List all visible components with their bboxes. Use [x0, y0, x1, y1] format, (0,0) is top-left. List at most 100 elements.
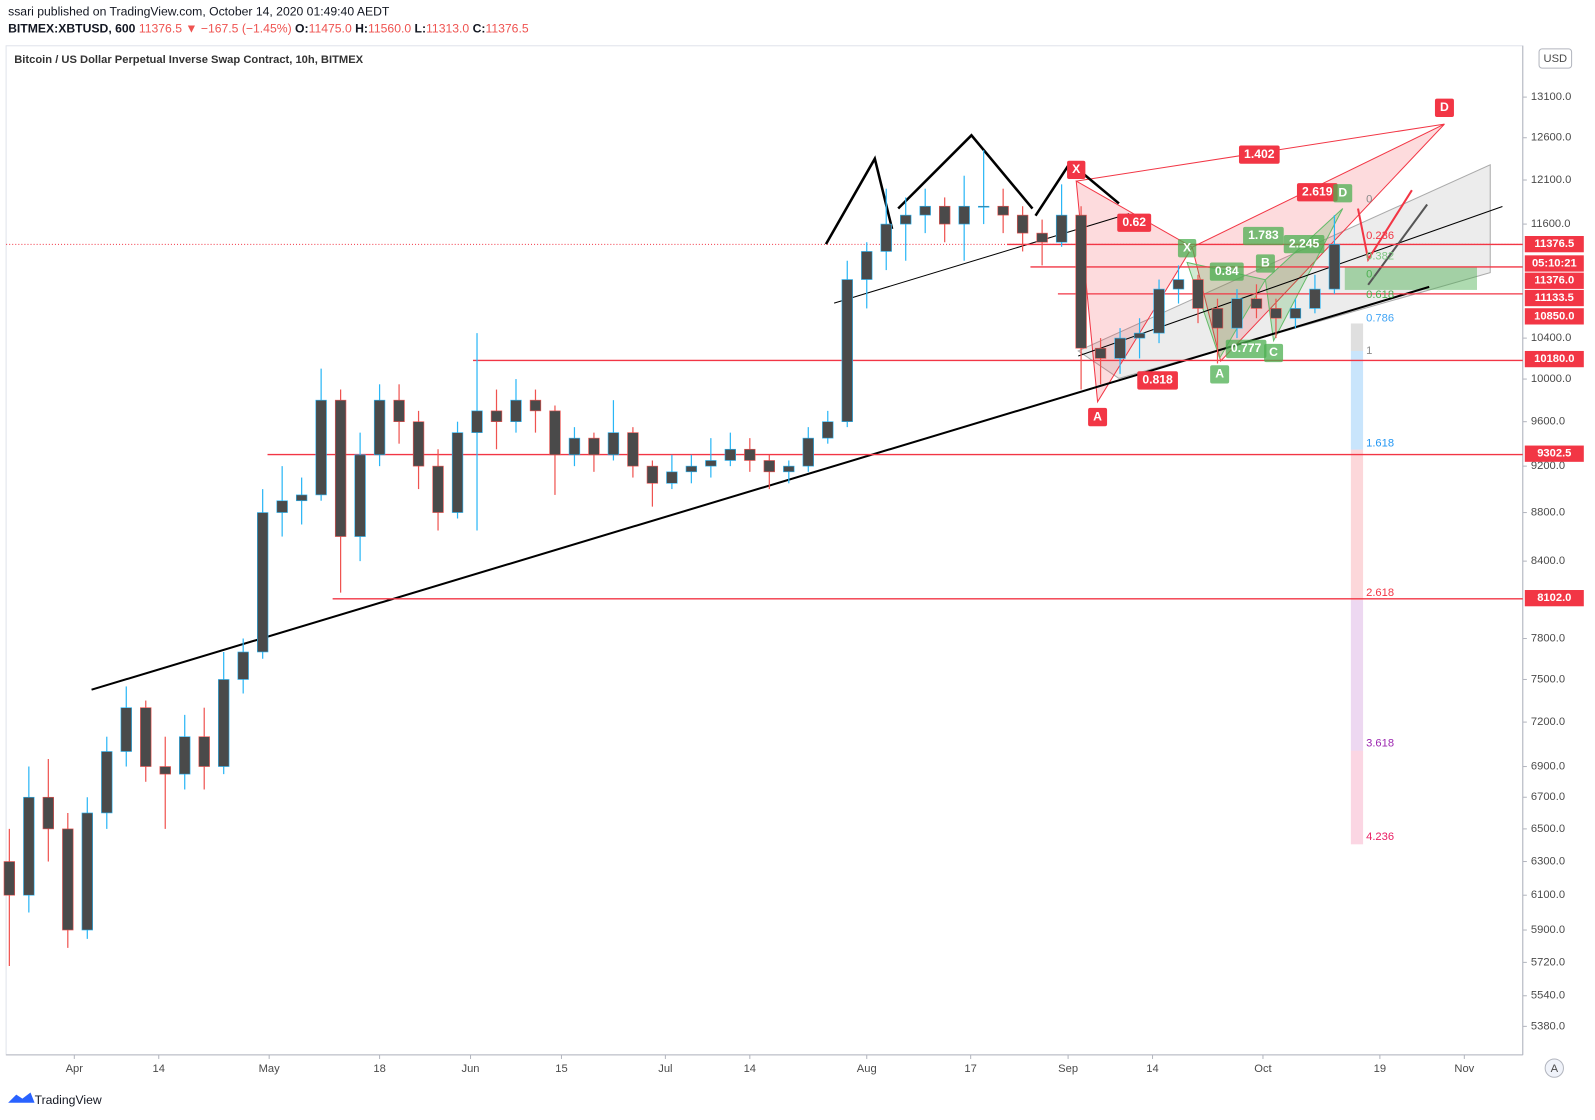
ohlc-value: 11313.0	[426, 22, 469, 36]
ohlc-value: 11560.0	[368, 22, 411, 36]
candle-body	[432, 465, 444, 513]
x-tick-label: Nov	[1454, 1063, 1474, 1075]
candle-body	[1309, 288, 1321, 309]
candle-body	[977, 205, 990, 208]
price-label-box	[1524, 445, 1584, 462]
fib-band	[1350, 600, 1364, 751]
x-tick-label: Oct	[1254, 1063, 1272, 1075]
candle-body	[81, 812, 93, 931]
candle-body	[198, 736, 210, 767]
y-tick-label: 12100.0	[1531, 174, 1571, 186]
y-tick-label: 10400.0	[1531, 332, 1571, 344]
x-tick-label: 14	[744, 1063, 756, 1075]
candle-body	[744, 448, 756, 461]
countdown: 05:10:21	[1532, 257, 1577, 269]
candle-body	[159, 766, 171, 775]
y-tick-label: 11600.0	[1531, 218, 1571, 230]
y-tick-label: 5900.0	[1531, 924, 1565, 936]
ohlc-value: 11376.5	[485, 22, 528, 36]
candle-body	[529, 399, 542, 412]
x-tick-label: Aug	[857, 1063, 877, 1075]
candle-body	[705, 460, 717, 467]
price-label: 10180.0	[1534, 353, 1574, 365]
red-pattern-label: 1.402	[1244, 147, 1275, 161]
y-tick-label: 5540.0	[1531, 990, 1565, 1002]
candle-body	[685, 465, 698, 473]
fib-band	[1350, 449, 1364, 601]
candle-body	[62, 828, 74, 931]
candle-body	[1016, 214, 1029, 234]
auto-scale-label: A	[1551, 1063, 1559, 1075]
candle-body	[3, 861, 16, 896]
x-tick-label: 14	[1146, 1063, 1158, 1075]
ohlc-key: C:	[473, 22, 486, 36]
green-pattern-label: D	[1338, 185, 1347, 199]
red-pattern-label: X	[1072, 162, 1081, 176]
price-label-box	[1524, 350, 1584, 368]
candle-body	[822, 421, 834, 439]
currency-badge[interactable]	[1538, 48, 1573, 69]
x-tick-label: 14	[153, 1063, 165, 1075]
auto-scale-button[interactable]	[1544, 1058, 1564, 1078]
y-tick-label: 9200.0	[1531, 460, 1565, 472]
fib-band	[1350, 323, 1364, 351]
candle-body	[276, 500, 288, 513]
candle-body	[1153, 288, 1165, 334]
red-pattern-label: 0.818	[1142, 373, 1173, 387]
green-pattern-label-box	[1264, 343, 1284, 363]
candle-body	[179, 736, 191, 775]
y-tick-label: 6700.0	[1531, 791, 1565, 803]
y-tick-label: 6500.0	[1531, 823, 1565, 835]
x-tick-label: Apr	[66, 1063, 84, 1075]
fib-label: 0.236	[1366, 230, 1394, 242]
candle-body	[1328, 244, 1341, 290]
fib-label: 1.618	[1366, 437, 1394, 449]
candle-body	[315, 399, 327, 496]
candle-body	[471, 410, 483, 433]
candle-body	[1192, 279, 1204, 309]
y-tick-label: 9600.0	[1531, 416, 1565, 428]
fib-label: 0	[1366, 193, 1372, 205]
fib-label: 3.618	[1366, 738, 1394, 750]
candle-body	[412, 421, 425, 467]
candle-body	[373, 399, 386, 456]
y-tick-label: 5380.0	[1531, 1020, 1565, 1032]
candle-body	[1114, 337, 1126, 359]
price-label-box	[1524, 308, 1584, 325]
candle-body	[354, 454, 366, 537]
green-pattern-label-box	[1177, 239, 1197, 258]
drawings	[91, 123, 1503, 845]
y-tick-label: 7500.0	[1531, 673, 1565, 685]
fib-label: 1	[1366, 345, 1372, 357]
candle-body	[23, 796, 35, 896]
candle-body	[841, 279, 853, 422]
ohlc-key: H:	[355, 22, 368, 36]
candle-body	[237, 651, 249, 680]
candle-body	[218, 679, 230, 767]
y-tick-label: 10000.0	[1531, 373, 1571, 385]
green-pattern-label-box	[1283, 234, 1325, 254]
candle-body	[588, 437, 600, 456]
green-pattern-label-box	[1243, 226, 1284, 246]
candle-body	[101, 751, 113, 814]
candle-body	[549, 410, 561, 456]
x-tick-label: May	[259, 1063, 281, 1075]
ohlc-key: O:	[295, 22, 309, 36]
y-tick-label: 7200.0	[1531, 716, 1565, 728]
price-label: 9302.5	[1537, 448, 1571, 460]
chart-title: Bitcoin / US Dollar Perpetual Inverse Sw…	[14, 54, 363, 66]
x-tick-label: 17	[964, 1063, 976, 1075]
candle-body	[120, 707, 132, 752]
currency: USD	[1544, 53, 1568, 65]
candle-body	[1075, 214, 1087, 349]
green-pattern-label: B	[1261, 256, 1270, 270]
y-tick-label: 7800.0	[1531, 632, 1565, 644]
green-pattern-label: 0.777	[1231, 341, 1262, 355]
green-pattern-label-box	[1210, 365, 1230, 384]
symbol-line: BITMEX:XBTUSD, 600 11376.5 ▼ −167.5 (−1.…	[8, 22, 529, 36]
candle-body	[1211, 308, 1224, 329]
fib-label: 0.382	[1366, 250, 1394, 262]
candle-body	[1172, 279, 1185, 290]
candle-body	[451, 432, 464, 513]
